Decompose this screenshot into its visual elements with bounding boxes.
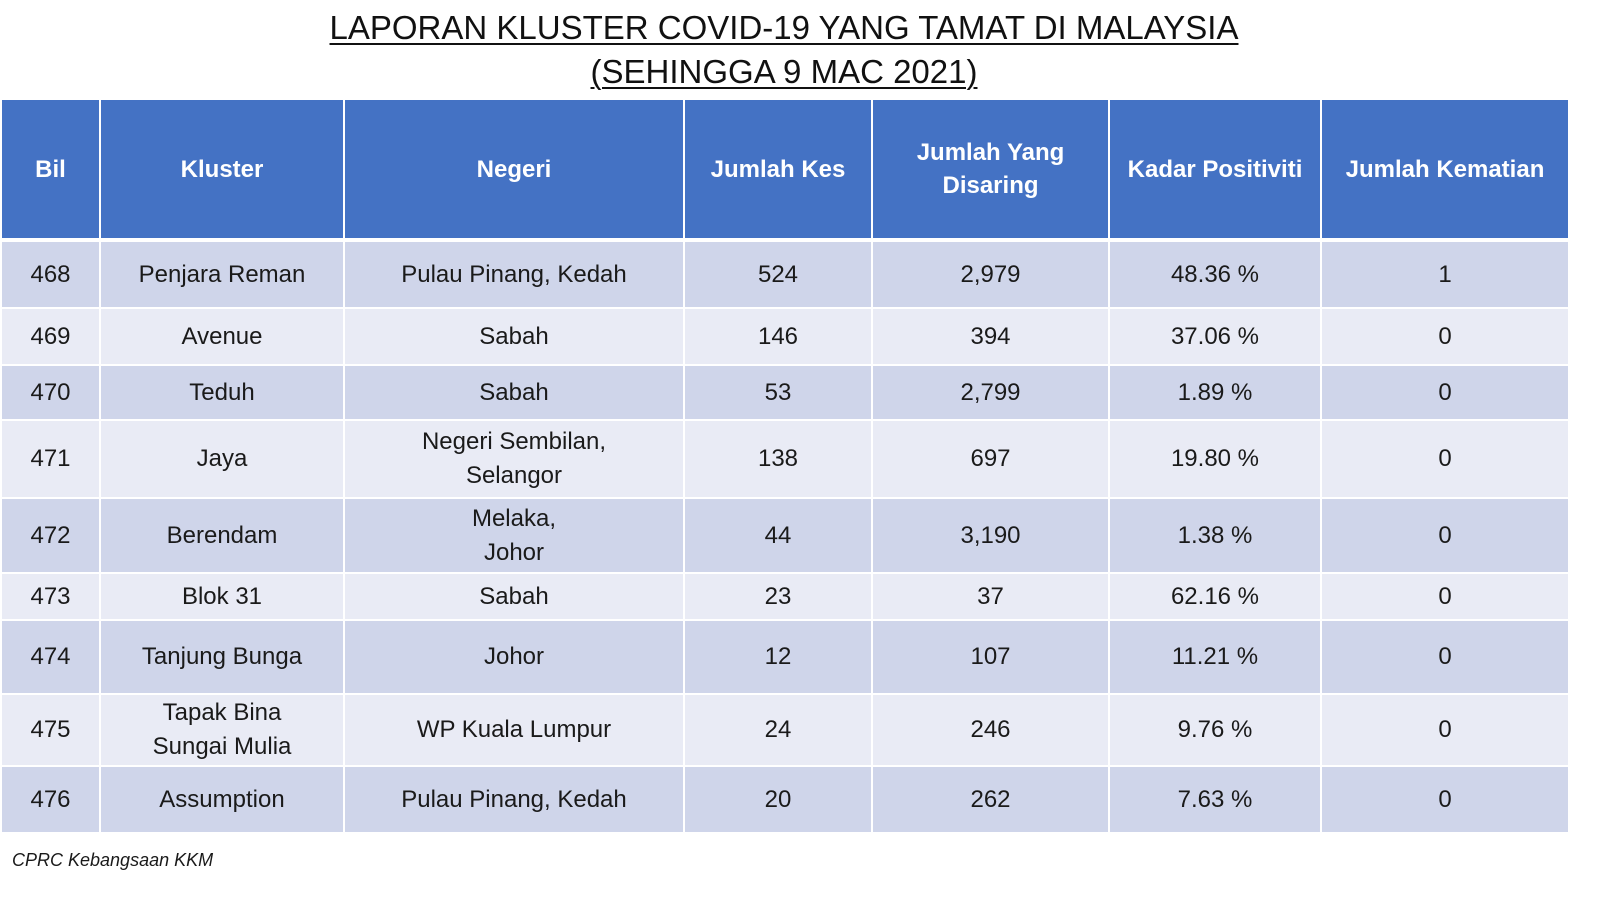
cell-kes: 138 — [683, 419, 873, 499]
header-jumlah-disaring: Jumlah Yang Disaring — [871, 98, 1110, 242]
table-row: 469 Avenue Sabah 146 394 37.06 % 0 — [0, 307, 1570, 366]
cell-kluster: Assumption — [99, 765, 345, 834]
cell-bil: 468 — [0, 239, 101, 309]
cell-positiviti: 19.80 % — [1108, 419, 1322, 499]
cell-bil: 472 — [0, 497, 101, 574]
cell-positiviti: 37.06 % — [1108, 307, 1322, 366]
cell-disaring: 246 — [871, 693, 1110, 767]
cell-kes: 23 — [683, 572, 873, 621]
table-row: 474 Tanjung Bunga Johor 12 107 11.21 % 0 — [0, 619, 1570, 695]
table-body: 468 Penjara Reman Pulau Pinang, Kedah 524 2,… — [0, 239, 1570, 834]
header-negeri: Negeri — [343, 98, 685, 242]
cell-bil: 474 — [0, 619, 101, 695]
header-jumlah-disaring-text: Jumlah Yang Disaring — [916, 139, 1065, 199]
cell-positiviti: 62.16 % — [1108, 572, 1322, 621]
cell-disaring: 262 — [871, 765, 1110, 834]
title-line-2: (SEHINGGA 9 MAC 2021) — [590, 53, 978, 90]
cell-negeri: Sabah — [343, 364, 685, 421]
cell-kluster: Blok 31 — [99, 572, 345, 621]
table-row: 476 Assumption Pulau Pinang, Kedah 20 262 7.6… — [0, 765, 1570, 834]
cell-kematian: 0 — [1320, 307, 1570, 366]
cell-positiviti: 48.36 % — [1108, 239, 1322, 309]
cell-bil: 476 — [0, 765, 101, 834]
cell-kluster: Penjara Reman — [99, 239, 345, 309]
cell-kematian: 0 — [1320, 364, 1570, 421]
cell-kes: 20 — [683, 765, 873, 834]
cell-negeri: Johor — [343, 619, 685, 695]
table-header-row: Bil Kluster Negeri Jumlah Kes Jumlah Yan… — [0, 98, 1570, 242]
table-row: 472 Berendam Melaka, Johor 44 3,190 1.38 % 0 — [0, 497, 1570, 574]
cell-disaring: 37 — [871, 572, 1110, 621]
cell-positiviti: 7.63 % — [1108, 765, 1322, 834]
cell-disaring: 107 — [871, 619, 1110, 695]
cell-kluster: Berendam — [99, 497, 345, 574]
header-kadar-positiviti: Kadar Positiviti — [1108, 98, 1322, 242]
cell-kematian: 0 — [1320, 693, 1570, 767]
cell-kluster: Jaya — [99, 419, 345, 499]
cluster-table: Bil Kluster Negeri Jumlah Kes Jumlah Yan… — [0, 98, 1570, 834]
cell-positiviti: 11.21 % — [1108, 619, 1322, 695]
header-bil: Bil — [0, 98, 101, 242]
cell-disaring: 2,979 — [871, 239, 1110, 309]
cell-disaring: 2,799 — [871, 364, 1110, 421]
table-row: 468 Penjara Reman Pulau Pinang, Kedah 524 2,… — [0, 239, 1570, 309]
table-row: 471 Jaya Negeri Sembilan, Selangor 138 697 19… — [0, 419, 1570, 499]
cell-kes: 12 — [683, 619, 873, 695]
cell-negeri: Sabah — [343, 307, 685, 366]
cell-bil: 473 — [0, 572, 101, 621]
cell-negeri: Pulau Pinang, Kedah — [343, 765, 685, 834]
cell-kes: 24 — [683, 693, 873, 767]
cell-bil: 471 — [0, 419, 101, 499]
cell-negeri: Sabah — [343, 572, 685, 621]
header-kluster: Kluster — [99, 98, 345, 242]
cell-kematian: 0 — [1320, 419, 1570, 499]
cell-positiviti: 1.89 % — [1108, 364, 1322, 421]
cell-kes: 44 — [683, 497, 873, 574]
header-jumlah-kes: Jumlah Kes — [683, 98, 873, 242]
cell-disaring: 394 — [871, 307, 1110, 366]
cell-negeri: WP Kuala Lumpur — [343, 693, 685, 767]
cell-negeri: Melaka, Johor — [343, 497, 685, 574]
cell-kes: 524 — [683, 239, 873, 309]
cell-bil: 469 — [0, 307, 101, 366]
table-row: 473 Blok 31 Sabah 23 37 62.16 % 0 — [0, 572, 1570, 621]
title-line-1: LAPORAN KLUSTER COVID-19 YANG TAMAT DI M… — [329, 9, 1239, 46]
cell-bil: 470 — [0, 364, 101, 421]
cell-kluster: Teduh — [99, 364, 345, 421]
cell-disaring: 697 — [871, 419, 1110, 499]
cell-negeri: Negeri Sembilan, Selangor — [343, 419, 685, 499]
cell-kluster: Tanjung Bunga — [99, 619, 345, 695]
cell-kematian: 0 — [1320, 765, 1570, 834]
header-jumlah-kematian: Jumlah Kematian — [1320, 98, 1570, 242]
cell-kematian: 1 — [1320, 239, 1570, 309]
cell-kes: 53 — [683, 364, 873, 421]
cell-positiviti: 1.38 % — [1108, 497, 1322, 574]
cell-negeri: Pulau Pinang, Kedah — [343, 239, 685, 309]
cell-bil: 475 — [0, 693, 101, 767]
cell-kluster: Avenue — [99, 307, 345, 366]
cell-kluster: Tapak Bina Sungai Mulia — [99, 693, 345, 767]
cell-kematian: 0 — [1320, 497, 1570, 574]
report-title: LAPORAN KLUSTER COVID-19 YANG TAMAT DI M… — [0, 8, 1568, 96]
cell-positiviti: 9.76 % — [1108, 693, 1322, 767]
cell-kematian: 0 — [1320, 619, 1570, 695]
cell-disaring: 3,190 — [871, 497, 1110, 574]
cell-kematian: 0 — [1320, 572, 1570, 621]
cell-kes: 146 — [683, 307, 873, 366]
table-row: 475 Tapak Bina Sungai Mulia WP Kuala Lumpu… — [0, 693, 1570, 767]
source-note: CPRC Kebangsaan KKM — [12, 850, 214, 870]
table-row: 470 Teduh Sabah 53 2,799 1.89 % 0 — [0, 364, 1570, 421]
